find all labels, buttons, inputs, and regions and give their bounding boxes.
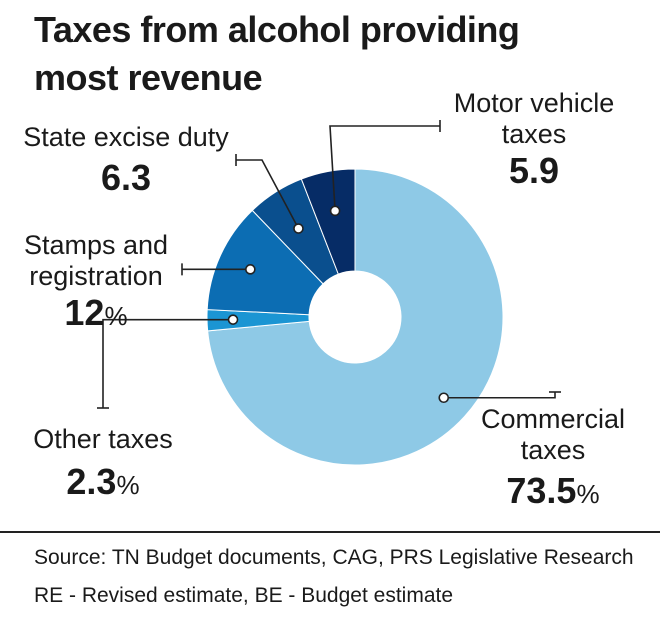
label-stamps-value: 12% [64, 292, 128, 334]
leader-commercial [443, 392, 556, 399]
label-stamps-name-1: Stamps and [23, 230, 169, 260]
marker-dot-0 [438, 392, 450, 404]
label-excise-name: State excise duty [23, 122, 229, 152]
label-excise-value: 6.3 [100, 157, 152, 199]
label-other-value: 2.3% [66, 461, 140, 503]
label-other-name: Other taxes [33, 424, 173, 454]
leader-excise [236, 159, 300, 229]
label-motor-name-2: taxes [501, 119, 567, 150]
donut-chart [97, 120, 561, 466]
marker-dot-4 [329, 205, 341, 217]
label-commercial-taxes: Commercial taxes 73.5% [468, 404, 638, 511]
footer-divider [0, 531, 660, 533]
title-line-1: Taxes from alcohol providing [34, 9, 520, 50]
label-motor-value: 5.9 [508, 150, 560, 192]
label-commercial-name-2: taxes [520, 435, 586, 466]
label-stamps-name-2: registration [29, 261, 163, 292]
label-motor-vehicle-taxes: Motor vehicle taxes 5.9 [444, 88, 624, 191]
label-commercial-name-1: Commercial [480, 404, 626, 434]
footer-source: Source: TN Budget documents, CAG, PRS Le… [34, 546, 634, 569]
slice-commercial-taxes [207, 168, 504, 466]
marker-dot-1 [227, 314, 239, 325]
label-commercial-value: 73.5% [506, 470, 600, 512]
label-motor-name-1: Motor vehicle [453, 88, 615, 118]
title-line-2: most revenue [34, 57, 263, 98]
slice-stamps-and-registration [206, 209, 324, 316]
marker-dot-2 [245, 264, 256, 275]
marker-dot-3 [293, 223, 304, 234]
chart-title: Taxes from alcohol providing most revenu… [34, 6, 634, 102]
footer-note: RE - Revised estimate, BE - Budget estim… [34, 584, 454, 607]
label-state-excise-duty: State excise duty 6.3 [12, 122, 240, 198]
leader-motor [329, 125, 440, 211]
label-stamps-registration: Stamps and registration 12% [16, 230, 176, 333]
slice-motor-vehicle-taxes [300, 168, 356, 275]
label-other-taxes: Other taxes 2.3% [28, 424, 178, 502]
leader-other [102, 318, 234, 408]
